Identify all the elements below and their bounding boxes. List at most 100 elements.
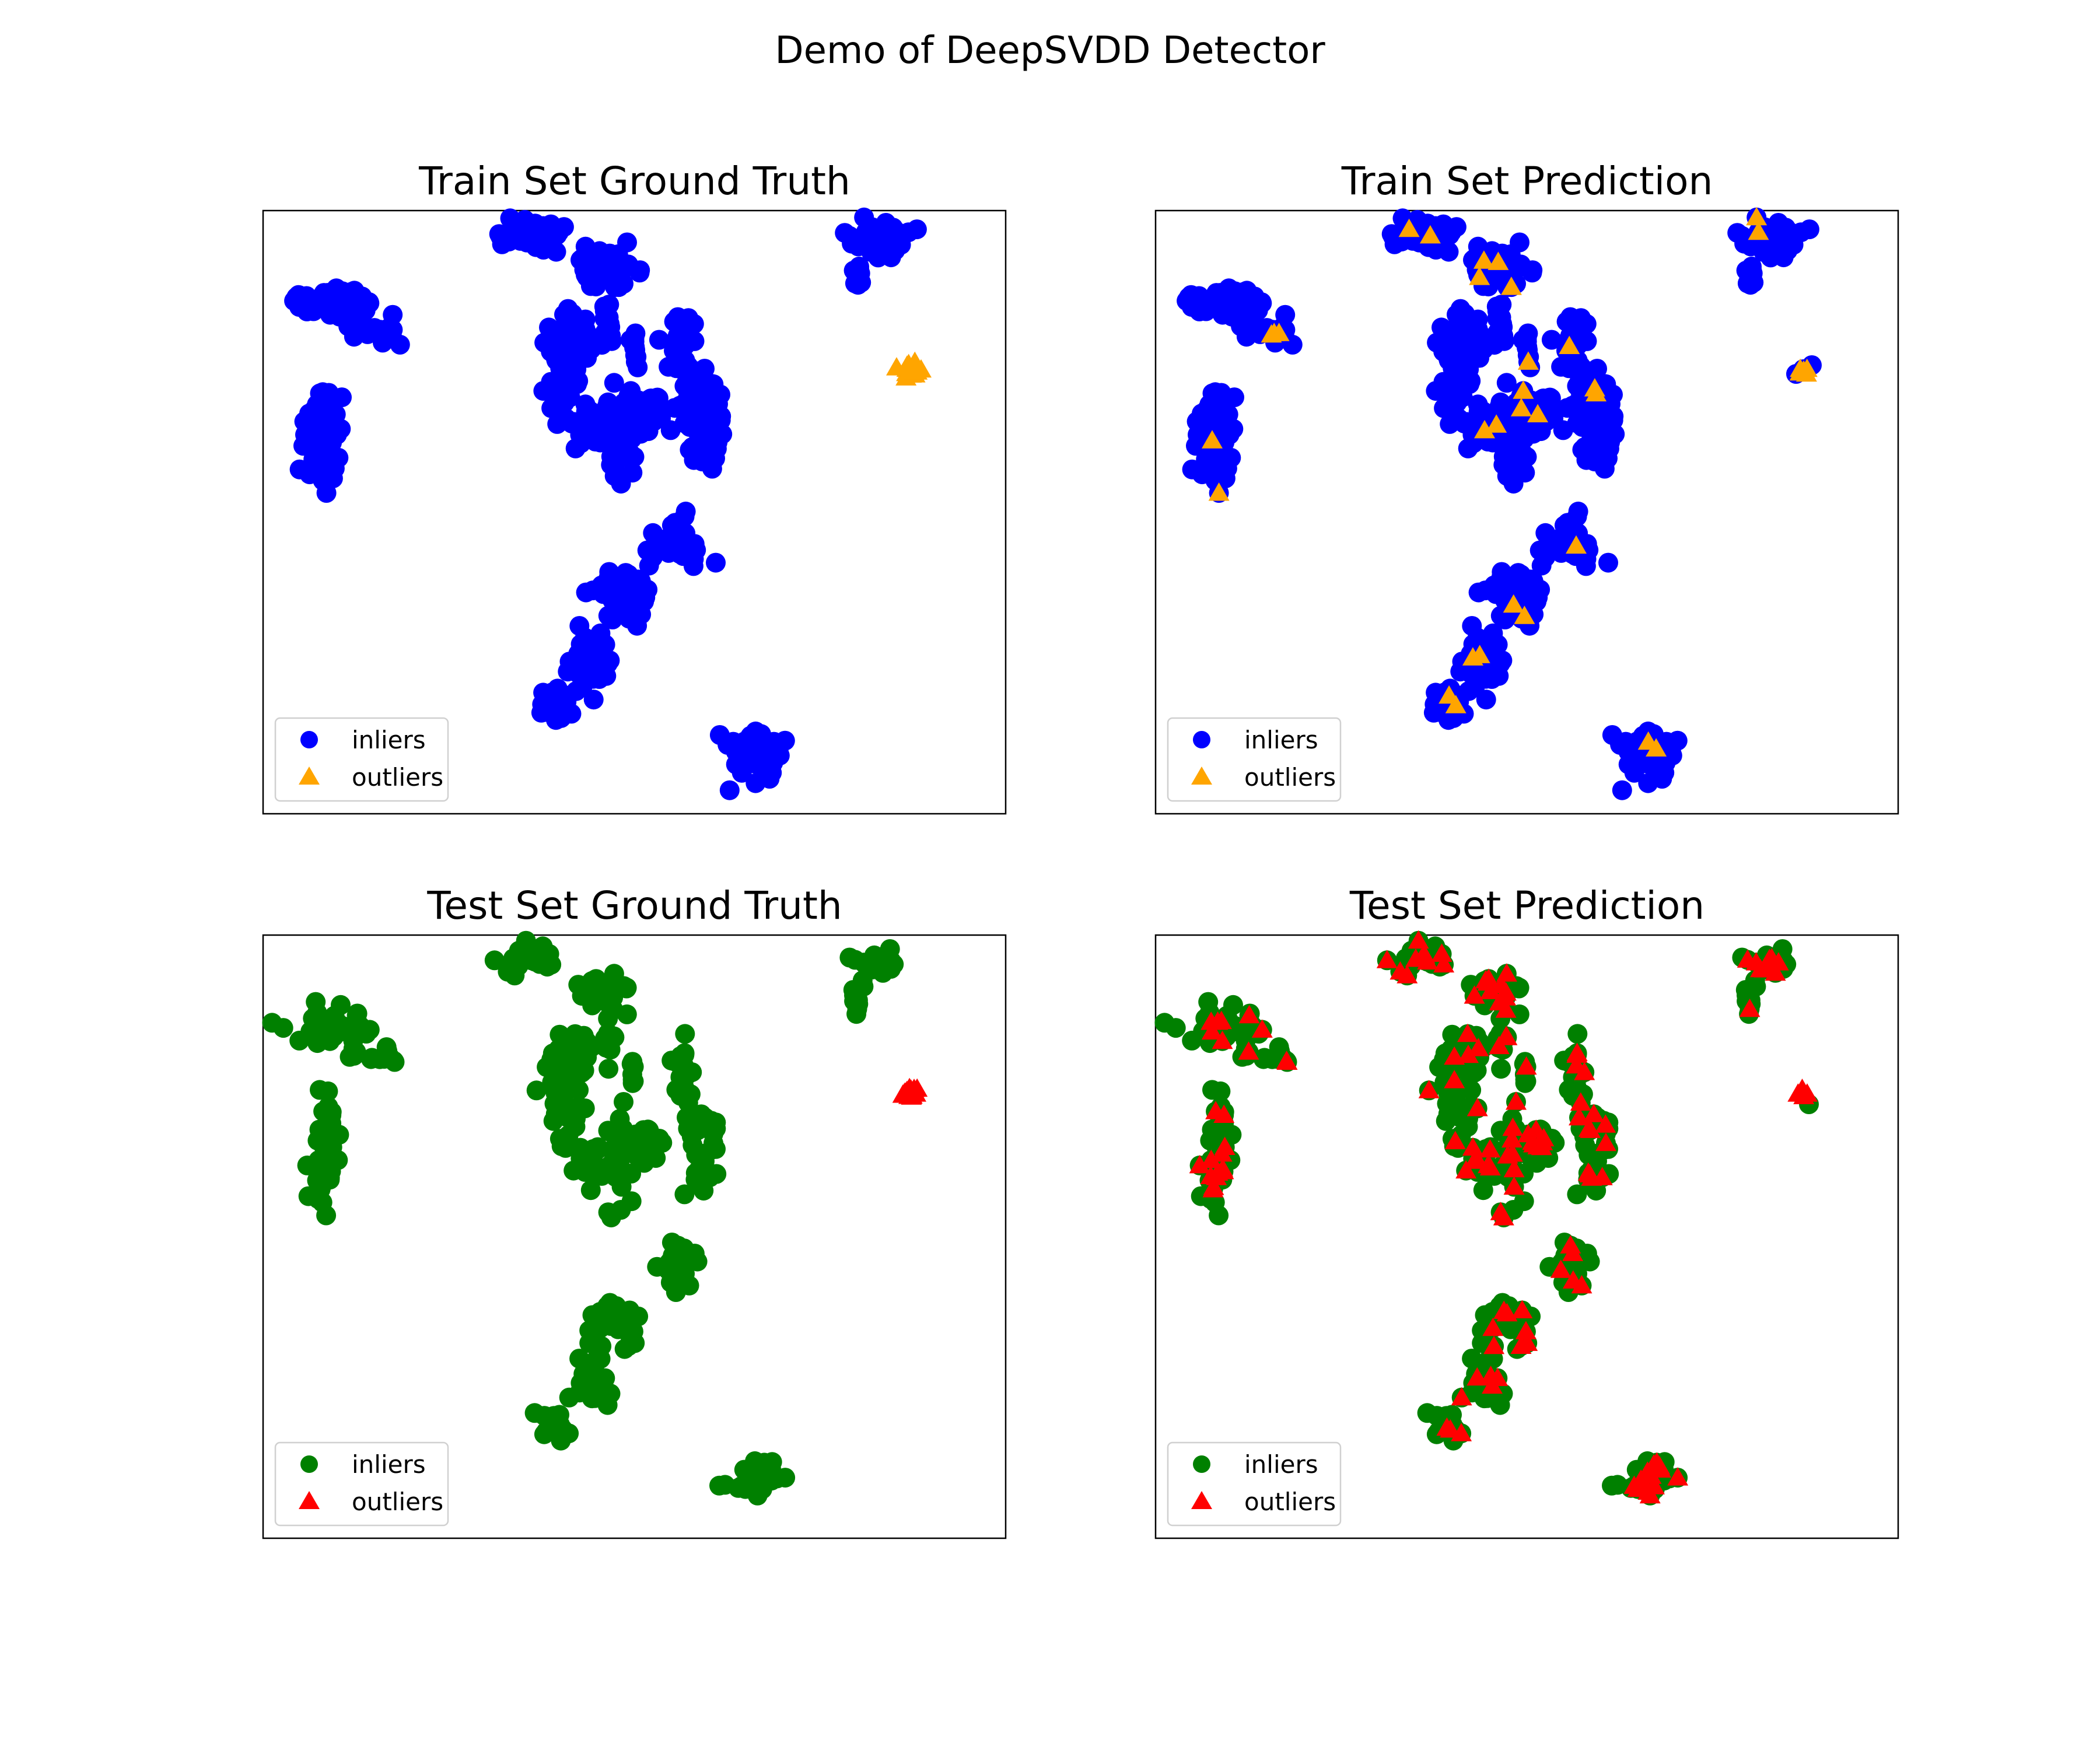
outlier-point (1376, 950, 1398, 968)
inlier-point (573, 1151, 593, 1171)
inlier-point (524, 1403, 545, 1423)
outlier-point (1739, 998, 1760, 1017)
inlier-point (550, 1024, 570, 1045)
inlier-point (1449, 358, 1469, 378)
outlier-point (1796, 358, 1818, 377)
inlier-point (613, 1140, 634, 1161)
outlier-point (1200, 1149, 1222, 1168)
inlier-point (595, 300, 615, 320)
outlier-point (1570, 1092, 1591, 1111)
inlier-point (682, 1135, 703, 1156)
inlier-point (1440, 414, 1460, 434)
inlier-point (1541, 330, 1562, 350)
outlier-point (1500, 276, 1522, 295)
inlier-point (322, 411, 342, 431)
inlier-point (555, 1138, 576, 1158)
outlier-point (1511, 1300, 1533, 1318)
outlier-point (1396, 965, 1418, 984)
inlier-point (604, 964, 624, 984)
inlier-point (695, 359, 715, 379)
inlier-point (513, 949, 533, 969)
inlier-point (383, 304, 403, 325)
inlier-point (542, 1072, 562, 1093)
inlier-point (1584, 401, 1604, 421)
outlier-point (1667, 1467, 1689, 1486)
inlier-point (775, 730, 795, 751)
outlier-point (1566, 535, 1587, 554)
inlier-point (318, 1081, 338, 1101)
outlier-point (1482, 1317, 1504, 1336)
inlier-point (1212, 386, 1232, 407)
inlier-point (598, 1009, 618, 1029)
inlier-point (348, 310, 369, 330)
outlier-point (1571, 1275, 1592, 1294)
inlier-point (588, 1137, 608, 1157)
inlier-point (1426, 682, 1446, 703)
outlier-point (1238, 1005, 1260, 1024)
inlier-point (1241, 310, 1261, 330)
outlier-point (1506, 1091, 1527, 1110)
inlier-point (541, 372, 561, 392)
inlier-point (1417, 1403, 1437, 1423)
inlier-point (719, 780, 740, 800)
inlier-point (655, 540, 676, 559)
inlier-point (1508, 578, 1528, 598)
inlier-point (706, 552, 726, 573)
outlier-point (1486, 414, 1507, 433)
inlier-point (582, 1388, 602, 1409)
inlier-point (595, 635, 615, 654)
inlier-point (1598, 552, 1618, 573)
inlier-point (347, 1003, 368, 1024)
inlier-point (841, 229, 862, 249)
inlier-point (343, 1031, 363, 1051)
inlier-point (1587, 359, 1607, 379)
inlier-point (600, 317, 621, 337)
inlier-point (577, 1365, 597, 1385)
legend: inliers outliers (1167, 717, 1342, 802)
inlier-point (547, 414, 568, 434)
outlier-point (1444, 1130, 1466, 1150)
inlier-point (600, 573, 620, 593)
outlier-point (1737, 949, 1758, 968)
legend-label-outliers: outliers (352, 1488, 443, 1516)
legend-marker-inliers (300, 1455, 318, 1473)
inlier-point (1510, 232, 1530, 253)
inlier-point (552, 1419, 573, 1440)
outlier-point (1212, 1030, 1233, 1049)
outlier-point (1515, 1321, 1536, 1339)
legend-frame (1167, 1441, 1342, 1527)
inlier-point (556, 358, 577, 378)
inlier-point (691, 1104, 712, 1125)
outlier-point (1497, 1145, 1518, 1164)
outlier-point (1458, 1044, 1479, 1063)
inlier-point (1598, 448, 1618, 468)
outlier-point (1473, 250, 1494, 269)
outlier-point (1493, 1207, 1514, 1226)
inlier-point (1433, 372, 1454, 392)
legend-marker-outliers (1191, 1491, 1212, 1509)
inlier-point (1488, 635, 1508, 654)
inlier-point (1442, 1024, 1462, 1045)
legend-label-inliers: inliers (1244, 726, 1318, 754)
outlier-point (1488, 251, 1509, 270)
legend-marker-outliers (299, 1491, 320, 1509)
inlier-point (568, 663, 589, 684)
outlier-point (1433, 954, 1455, 973)
outlier-point (1462, 1137, 1483, 1156)
outlier-point (1550, 1259, 1572, 1278)
inlier-point (1214, 411, 1235, 431)
outlier-point (1251, 1019, 1273, 1038)
outlier-point (1214, 1136, 1236, 1155)
legend-frame (1167, 717, 1342, 802)
inlier-point (1462, 1349, 1482, 1368)
inlier-point (500, 208, 520, 229)
inlier-point (678, 308, 699, 328)
outlier-point (1595, 1132, 1616, 1152)
inlier-point (606, 440, 626, 461)
inlier-point (686, 540, 706, 560)
panel-test-prediction: Test Set Prediction inliers outliers (1154, 883, 1899, 1539)
inlier-point (1509, 1004, 1530, 1024)
inlier-point (1205, 470, 1226, 491)
inlier-point (1513, 330, 1533, 350)
inlier-point (641, 1128, 662, 1149)
